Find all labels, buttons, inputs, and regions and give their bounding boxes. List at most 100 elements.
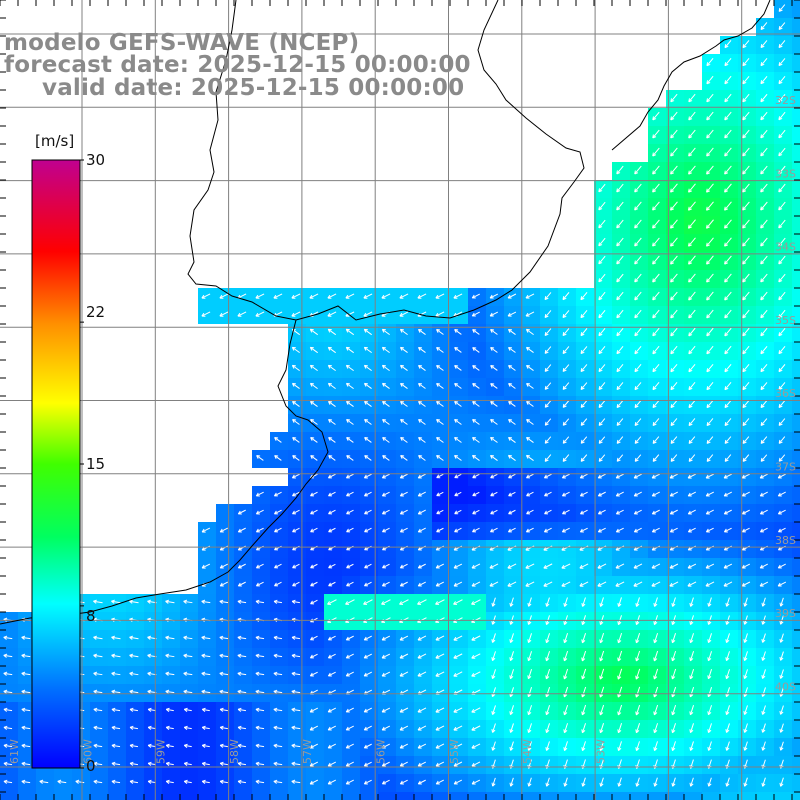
wind-speed-cell [396,702,414,720]
wind-arrow [381,346,390,354]
wind-speed-cell [324,468,342,486]
wind-speed-cell [288,648,306,666]
wind-speed-cell [630,738,648,756]
wind-arrow [652,255,660,265]
wind-speed-cell [558,342,576,360]
wind-speed-cell [324,558,342,576]
wind-arrow [742,219,750,229]
wind-speed-cell [702,702,720,720]
wind-speed-cell [540,450,558,468]
wind-speed-cell [702,774,720,792]
wind-speed-cell [702,576,720,594]
wind-speed-cell [270,594,288,612]
wind-speed-cell [90,792,108,800]
wind-speed-cell [342,486,360,504]
longitude-label: 58W [228,739,241,764]
wind-speed-cell [396,540,414,558]
wind-speed-cell [648,180,666,198]
wind-speed-cell [774,738,792,756]
wind-speed-cell [720,126,738,144]
wind-speed-cell [342,738,360,756]
wind-speed-cell [288,792,306,800]
wind-speed-cell [396,612,414,630]
wind-speed-cell [234,648,252,666]
wind-speed-cell [612,594,630,612]
wind-speed-cell [648,576,666,594]
wind-arrow [742,183,750,193]
wind-speed-cell [576,432,594,450]
wind-speed-cell [738,90,756,108]
wind-speed-cell [90,648,108,666]
wind-speed-cell [630,162,648,180]
wind-speed-cell [684,414,702,432]
wind-speed-cell [252,756,270,774]
wind-arrow [706,129,714,139]
wind-arrow [778,111,786,121]
wind-speed-cell [360,522,378,540]
wind-speed-cell [630,666,648,684]
wind-speed-cell [504,720,522,738]
wind-speed-cell [558,666,576,684]
wind-speed-cell [666,162,684,180]
wind-speed-cell [792,774,800,792]
wind-arrow [544,364,552,372]
longitude-label: 56W [375,739,388,764]
wind-speed-cell [594,612,612,630]
wind-speed-cell [576,720,594,738]
wind-arrow [417,293,427,299]
wind-speed-cell [198,576,216,594]
wind-speed-cell [396,774,414,792]
wind-speed-cell [432,756,450,774]
wind-speed-cell [792,558,800,576]
wind-speed-cell [378,612,396,630]
wind-speed-cell [450,612,468,630]
wind-speed-cell [540,720,558,738]
wind-speed-cell [216,630,234,648]
wind-arrow [472,383,480,389]
wind-speed-cell [702,630,720,648]
wind-speed-cell [666,108,684,126]
wind-arrow [742,273,750,283]
wind-speed-cell [756,306,774,324]
wind-speed-cell [630,450,648,468]
wind-speed-cell [702,252,720,270]
wind-speed-cell [594,504,612,522]
wind-speed-cell [594,414,612,432]
wind-speed-cell [342,792,360,800]
wind-speed-cell [342,288,360,306]
wind-arrow [724,345,732,355]
wind-speed-cell [270,720,288,738]
wind-speed-cell [522,756,540,774]
wind-speed-cell [540,558,558,576]
wind-speed-cell [792,720,800,738]
wind-arrow [670,291,678,301]
wind-speed-cell [540,324,558,342]
wind-arrow [652,345,660,355]
wind-speed-cell [576,702,594,720]
wind-speed-cell [234,792,252,800]
wind-speed-cell [0,630,18,648]
wind-speed-cell [648,720,666,738]
wind-speed-cell [666,360,684,378]
wind-arrow [634,345,642,355]
wind-speed-cell [504,702,522,720]
wind-speed-cell [648,684,666,702]
wind-speed-cell [648,378,666,396]
wind-speed-cell [648,666,666,684]
wind-speed-cell [396,288,414,306]
wind-speed-cell [252,486,270,504]
wind-speed-cell [702,432,720,450]
wind-arrow [688,147,696,157]
wind-speed-cell [468,576,486,594]
wind-arrow [742,129,750,139]
wind-speed-cell [216,612,234,630]
wind-speed-cell [612,522,630,540]
wind-speed-cell [540,630,558,648]
wind-speed-cell [486,720,504,738]
wind-arrow [634,273,642,283]
wind-speed-cell [414,648,432,666]
wind-speed-cell [558,540,576,558]
wind-speed-cell [522,288,540,306]
wind-speed-cell [792,540,800,558]
wind-speed-cell [252,504,270,522]
